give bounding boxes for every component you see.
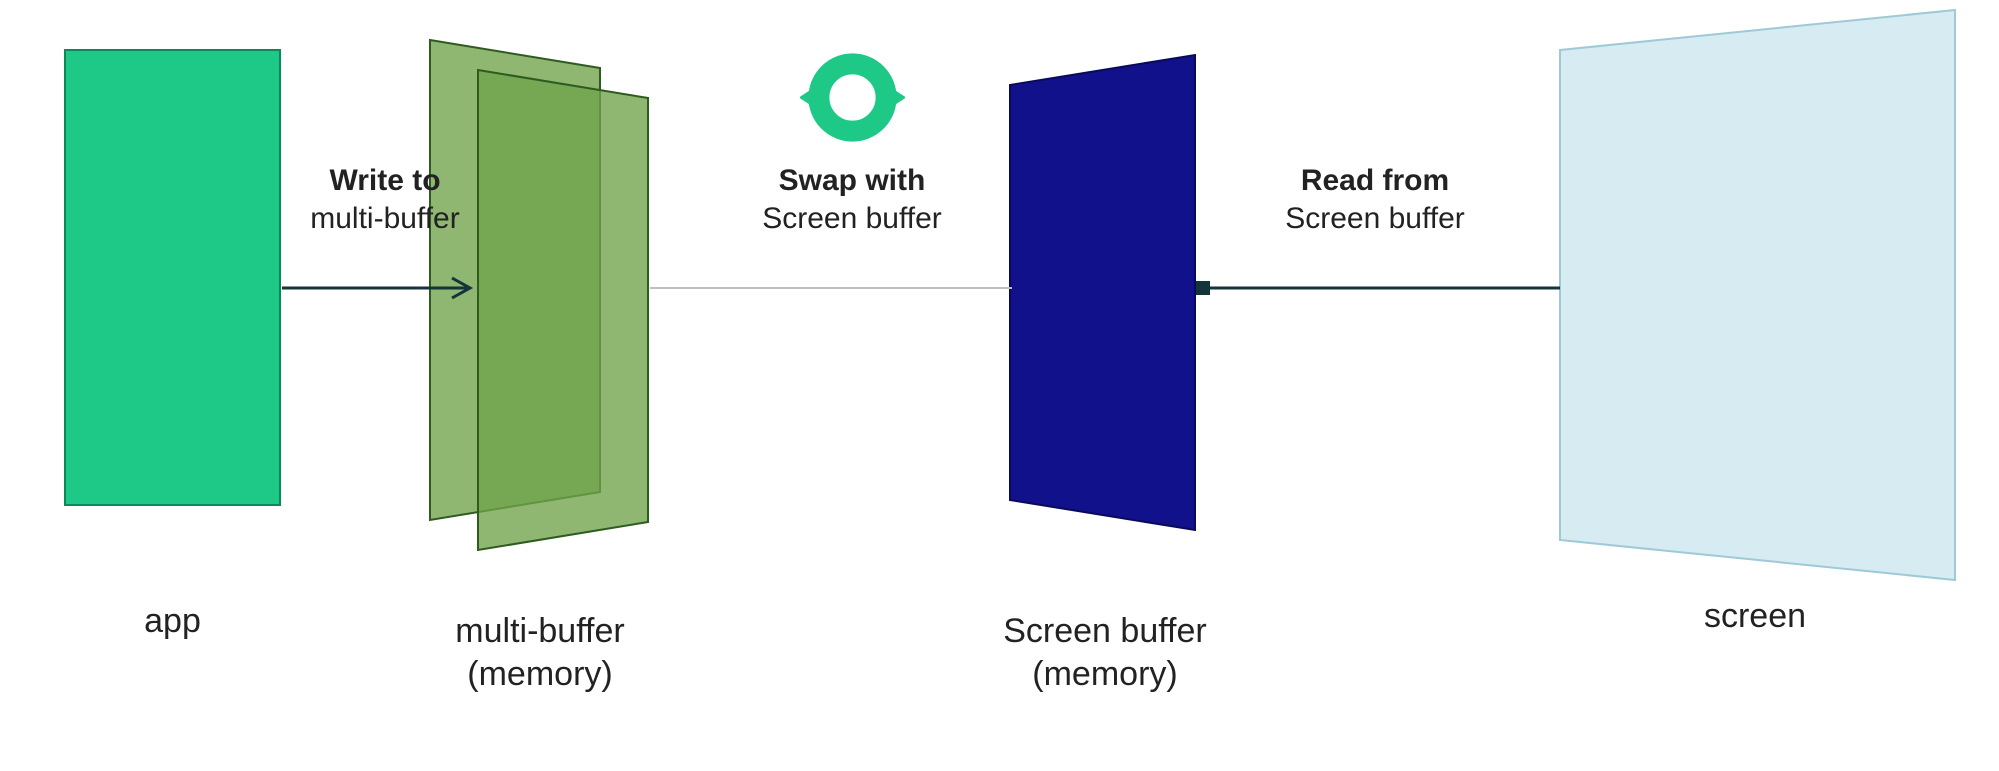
caption-app: app	[60, 600, 285, 643]
label-write: Write to multi-buffer	[285, 162, 485, 237]
label-swap-bold: Swap with	[742, 162, 962, 200]
label-swap-normal: Screen buffer	[742, 200, 962, 238]
caption-screenbuffer-line1: Screen buffer	[1003, 612, 1207, 650]
diagram-stage: Write to multi-buffer Swap with Screen b…	[0, 0, 1999, 771]
label-read: Read from Screen buffer	[1260, 162, 1490, 237]
label-swap: Swap with Screen buffer	[742, 162, 962, 237]
caption-screenbuffer-line2: (memory)	[1032, 655, 1177, 693]
label-read-bold: Read from	[1260, 162, 1490, 200]
caption-multibuffer-line1: multi-buffer	[455, 612, 624, 650]
caption-screen-text: screen	[1704, 597, 1806, 635]
caption-app-text: app	[144, 602, 201, 640]
caption-multibuffer-line2: (memory)	[467, 655, 612, 693]
label-write-normal: multi-buffer	[285, 200, 485, 238]
label-write-bold: Write to	[285, 162, 485, 200]
caption-screen: screen	[1620, 595, 1890, 638]
caption-multibuffer: multi-buffer (memory)	[410, 610, 670, 695]
label-read-normal: Screen buffer	[1260, 200, 1490, 238]
caption-screenbuffer: Screen buffer (memory)	[955, 610, 1255, 695]
swap-cycle-icon	[800, 45, 905, 155]
